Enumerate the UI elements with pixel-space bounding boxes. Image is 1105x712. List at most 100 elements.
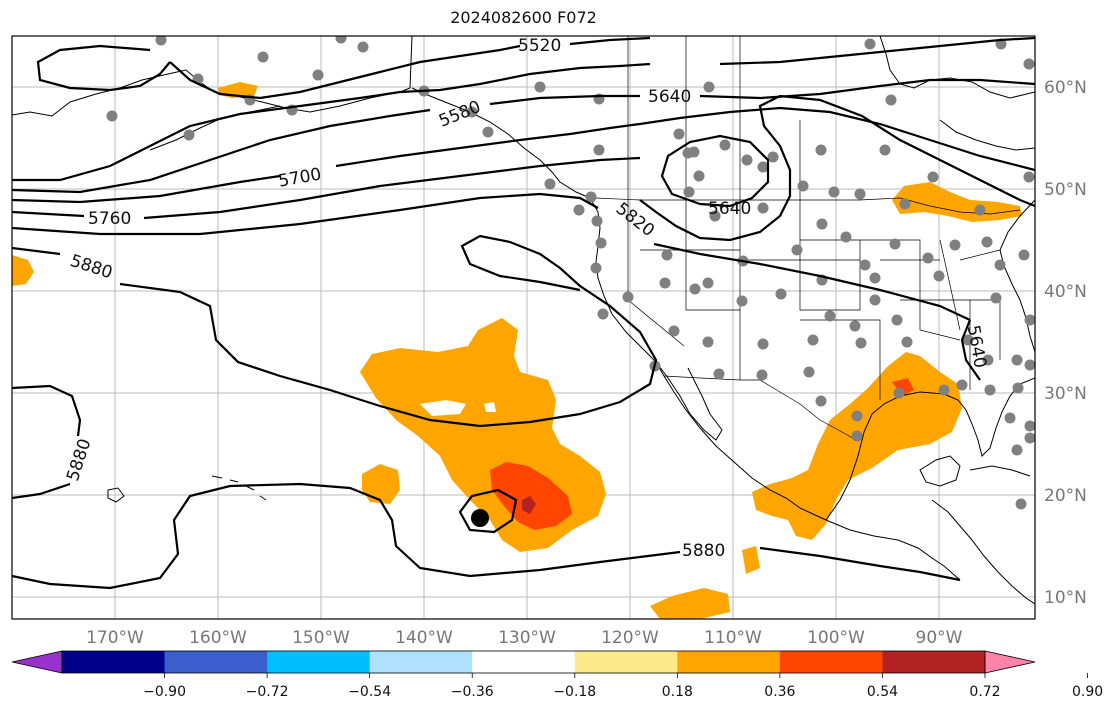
station-marker bbox=[757, 161, 769, 173]
station-marker bbox=[815, 144, 827, 156]
colorbar-tick-label: −0.72 bbox=[246, 684, 289, 700]
contour-5940-right bbox=[960, 319, 981, 381]
station-marker bbox=[693, 170, 705, 182]
colorbar-tick-label: 0.90 bbox=[1072, 684, 1103, 700]
station-marker bbox=[851, 410, 863, 422]
colorbar-tick-label: 0.18 bbox=[662, 684, 693, 700]
shade-hole-1 bbox=[420, 400, 466, 416]
station-marker bbox=[994, 259, 1006, 271]
station-marker bbox=[757, 202, 769, 214]
station-marker bbox=[899, 198, 911, 210]
colorbar-min-arrow bbox=[11, 650, 63, 674]
latitude-label: 30°N bbox=[1044, 384, 1087, 404]
coast-east-us bbox=[999, 199, 1035, 353]
station-marker bbox=[962, 334, 974, 346]
contour-5880-bottom bbox=[12, 482, 961, 590]
colorbar-bin bbox=[574, 651, 678, 673]
station-marker bbox=[713, 368, 725, 380]
station-marker bbox=[879, 144, 891, 156]
station-marker bbox=[922, 252, 934, 264]
station-marker bbox=[791, 244, 803, 256]
station-marker bbox=[1024, 359, 1035, 371]
station-marker bbox=[482, 126, 494, 138]
station-marker bbox=[933, 270, 945, 282]
coast-gulf bbox=[825, 377, 1035, 521]
station-marker bbox=[815, 395, 827, 407]
station-marker bbox=[775, 288, 787, 300]
storm-center-marker bbox=[471, 509, 489, 527]
longitude-label: 170°W bbox=[86, 628, 144, 648]
station-markers bbox=[106, 36, 1035, 510]
colorbar-tick-label: −0.36 bbox=[451, 684, 494, 700]
station-marker bbox=[689, 283, 701, 295]
station-marker bbox=[803, 366, 815, 378]
shade-pacific-darkred bbox=[522, 496, 536, 514]
station-marker bbox=[357, 41, 369, 53]
longitude-label: 90°W bbox=[916, 628, 963, 648]
station-marker bbox=[312, 69, 324, 81]
station-marker bbox=[901, 336, 913, 348]
station-marker bbox=[673, 128, 685, 140]
station-marker bbox=[1024, 432, 1035, 444]
political-boundaries bbox=[595, 36, 1021, 441]
station-marker bbox=[741, 154, 753, 166]
latitude-label: 50°N bbox=[1044, 180, 1087, 200]
colorbar-bin bbox=[472, 651, 576, 673]
station-marker bbox=[661, 249, 673, 261]
longitude-label: 110°W bbox=[704, 628, 762, 648]
station-marker bbox=[984, 384, 996, 396]
shade-hawaii-east bbox=[362, 464, 400, 504]
contour-5580 bbox=[12, 36, 1035, 182]
border-state-3 bbox=[739, 200, 861, 311]
station-marker bbox=[854, 188, 866, 200]
station-marker bbox=[869, 272, 881, 284]
longitude-label: 160°W bbox=[189, 628, 247, 648]
station-marker bbox=[335, 36, 347, 44]
station-marker bbox=[757, 338, 769, 350]
contour-alaska-low bbox=[36, 44, 171, 92]
contour-5640 bbox=[12, 78, 1035, 194]
coast-caribbean bbox=[969, 465, 1031, 477]
station-marker bbox=[855, 337, 867, 349]
map-title: 2024082600 F072 bbox=[450, 8, 597, 27]
coast-yucatan bbox=[919, 455, 961, 487]
station-marker bbox=[1011, 354, 1023, 366]
latitude-labels: 60°N 50°N 40°N 30°N 20°N 10°N bbox=[1044, 78, 1087, 608]
station-marker bbox=[585, 191, 597, 203]
colorbar-max-arrow bbox=[984, 650, 1036, 674]
station-marker bbox=[849, 320, 861, 332]
height-contours bbox=[12, 36, 1035, 590]
contour-5520 bbox=[169, 36, 651, 100]
shade-mexico-gulf bbox=[752, 352, 962, 540]
station-marker bbox=[1011, 444, 1023, 456]
station-marker bbox=[106, 110, 118, 122]
longitude-label: 150°W bbox=[292, 628, 350, 648]
station-marker bbox=[982, 354, 994, 366]
contour-5760 bbox=[12, 156, 641, 220]
station-marker bbox=[869, 294, 881, 306]
shade-southern-patch bbox=[650, 588, 730, 619]
station-marker bbox=[1015, 498, 1027, 510]
colorbar-tick-label: 0.72 bbox=[969, 684, 1000, 700]
longitude-label: 100°W bbox=[807, 628, 865, 648]
border-us-mexico bbox=[663, 375, 857, 441]
station-marker bbox=[864, 38, 876, 50]
station-marker bbox=[702, 277, 714, 289]
coast-island-1 bbox=[107, 487, 125, 503]
station-marker bbox=[688, 146, 700, 158]
station-marker bbox=[981, 236, 993, 248]
contour-label: 5880 bbox=[682, 541, 725, 561]
colorbar-bin bbox=[164, 651, 268, 673]
station-marker bbox=[659, 277, 671, 289]
station-marker bbox=[573, 204, 585, 216]
longitude-labels: 170°W 160°W 150°W 140°W 130°W 120°W 110°W 100°W… bbox=[86, 628, 963, 648]
contour-5700 bbox=[12, 106, 1035, 204]
station-marker bbox=[257, 51, 269, 63]
contour-label: 5520 bbox=[518, 36, 561, 56]
colorbar-bin bbox=[369, 651, 473, 673]
longitude-label: 130°W bbox=[498, 628, 556, 648]
contour-5820 bbox=[12, 192, 971, 321]
station-marker bbox=[974, 204, 986, 216]
colorbar: −0.90 −0.72 −0.54 −0.36 −0.18 0.18 0.36 0.54 0.7… bbox=[11, 650, 1103, 700]
station-marker bbox=[703, 81, 715, 93]
